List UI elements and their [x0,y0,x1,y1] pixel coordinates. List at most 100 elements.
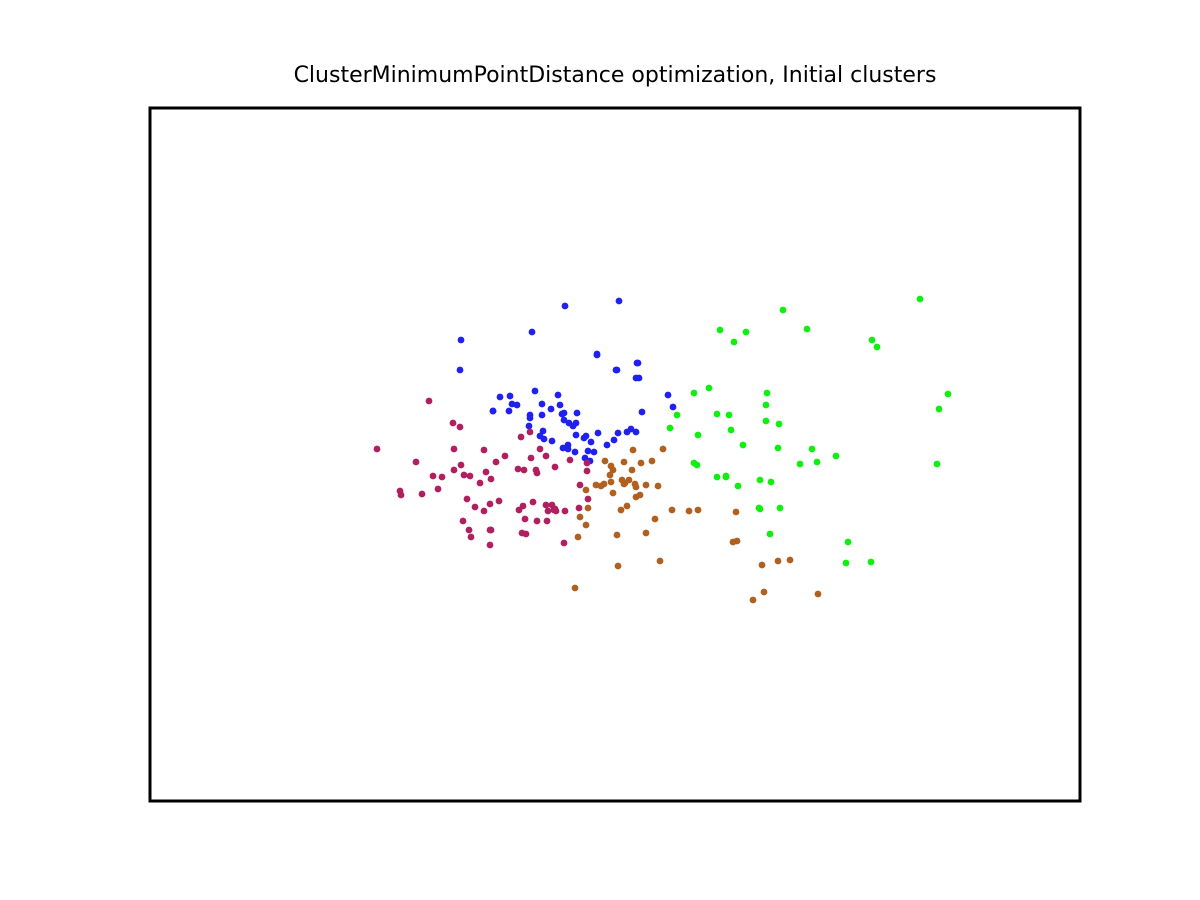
data-point [572,431,580,439]
cluster-1-points [456,297,677,465]
cluster-4-points [373,397,592,549]
data-point [543,517,551,525]
data-point [690,459,698,467]
data-point [774,444,782,452]
data-point [548,437,556,445]
data-point [694,431,702,439]
data-point [767,478,775,486]
data-point [456,366,464,374]
data-point [756,476,764,484]
data-point [501,452,509,460]
data-point [607,478,615,486]
data-point [776,504,784,512]
data-point [569,422,577,430]
data-point [480,446,488,454]
data-point [526,428,534,436]
data-point [638,408,646,416]
data-point [466,472,474,480]
data-point [536,432,544,440]
data-point [613,531,621,539]
data-point [526,414,534,422]
data-point [587,438,595,446]
data-point [584,447,592,455]
data-point [542,452,550,460]
data-point [614,429,622,437]
data-point [813,458,821,466]
data-point [632,428,640,436]
data-point [552,507,560,515]
data-point [513,401,521,409]
data-point [373,445,381,453]
data-point [916,295,924,303]
data-point [583,459,591,467]
data-point [593,351,601,359]
data-point [538,400,546,408]
data-point [538,411,546,419]
data-point [561,507,569,515]
data-point [559,444,567,452]
data-point [536,445,544,453]
data-point [566,456,574,464]
data-point [808,445,816,453]
data-point [705,384,713,392]
data-point [629,446,637,454]
data-point [547,405,555,413]
data-point [613,366,621,374]
data-point [933,460,941,468]
data-point [576,513,584,521]
data-point [632,493,640,501]
data-point [601,457,609,465]
data-point [755,504,763,512]
data-point [664,391,672,399]
data-point [867,558,875,566]
data-point [763,389,771,397]
data-point [582,486,590,494]
data-point [656,557,664,565]
chart-title: ClusterMinimumPointDistance optimization… [294,63,937,88]
data-point [685,507,693,515]
plot-frame [148,106,1082,803]
data-point [668,506,676,514]
data-point [434,485,442,493]
data-point [842,559,850,567]
data-point [525,422,533,430]
data-point [635,374,643,382]
data-point [642,529,650,537]
data-point [489,407,497,415]
data-point [868,336,876,344]
data-point [576,481,584,489]
data-point [486,500,494,508]
data-point [438,473,446,481]
data-point [774,557,782,565]
data-point [457,461,465,469]
data-point [637,459,645,467]
data-point [725,411,733,419]
data-point [486,541,494,549]
data-point [575,504,583,512]
data-point [690,389,698,397]
data-point [615,297,623,305]
data-point [465,526,473,534]
data-point [560,539,568,547]
data-point [463,495,471,503]
data-point [571,584,579,592]
data-point [659,445,667,453]
data-point [623,502,631,510]
data-point [775,420,783,428]
data-point [734,482,742,490]
data-point [517,433,525,441]
data-point [786,556,794,564]
data-point [733,537,741,545]
data-point [620,480,628,488]
data-point [482,468,490,476]
data-point [742,328,750,336]
data-point [732,508,740,516]
data-point [529,498,537,506]
data-point [505,407,513,415]
data-point [571,448,579,456]
data-point [514,465,522,473]
data-point [583,467,591,475]
data-point [449,419,457,427]
data-point [582,521,590,529]
data-point [716,326,724,334]
